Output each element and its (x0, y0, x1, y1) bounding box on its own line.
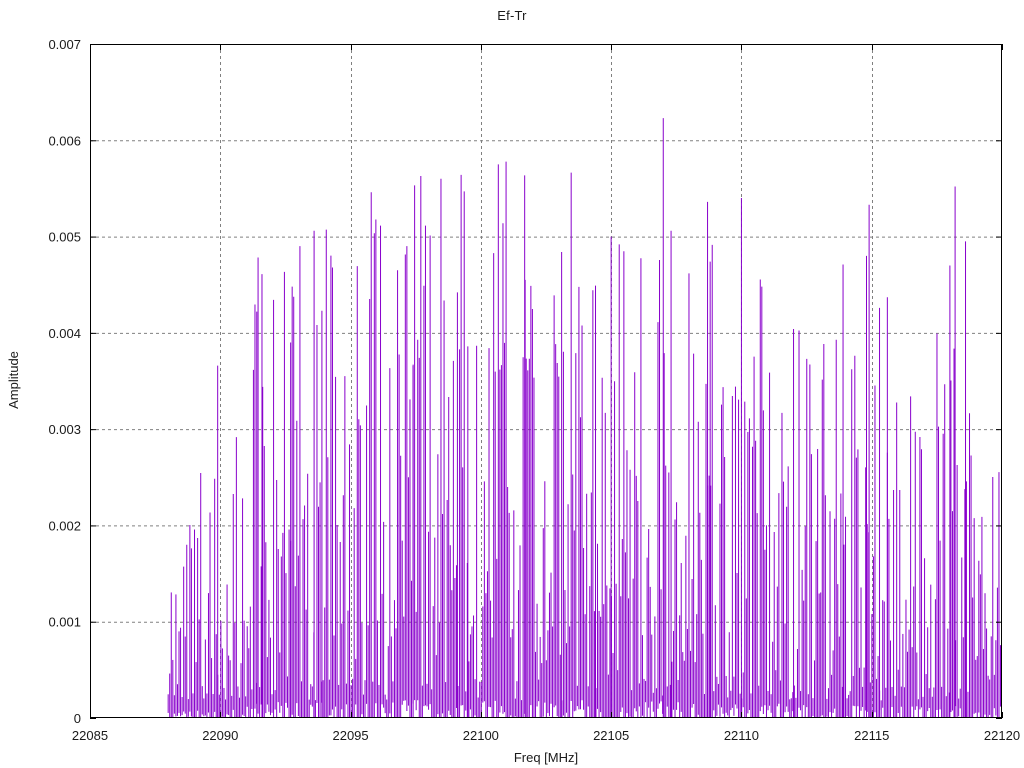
page-title: Ef-Tr (497, 8, 527, 23)
x-tick-label: 22105 (593, 728, 629, 743)
x-tick-label: 22120 (984, 728, 1020, 743)
y-tick-label: 0.001 (48, 615, 81, 630)
y-axis-tick-labels: 0 0.001 0.002 0.003 0.004 0.005 0.006 0.007 (48, 37, 81, 726)
y-tick-label: 0.002 (48, 518, 81, 533)
plot-border (90, 44, 1002, 718)
x-axis-label: Freq [MHz] (514, 750, 578, 765)
x-tick-label: 22095 (332, 728, 368, 743)
y-tick-label: 0.003 (48, 422, 81, 437)
x-axis-tick-labels: 22085 22090 22095 22100 22105 22110 22115 22120 (72, 728, 1020, 743)
y-tick-label: 0.006 (48, 133, 81, 148)
spectrum-data-series (167, 118, 1002, 718)
x-tick-label: 22100 (463, 728, 499, 743)
y-axis-label: Amplitude (6, 351, 21, 409)
x-tick-label: 22115 (854, 728, 889, 743)
y-tick-label: 0.004 (48, 326, 81, 341)
y-tick-label: 0.007 (48, 37, 81, 52)
y-tick-label: 0 (74, 711, 81, 726)
x-tick-label: 22085 (72, 728, 108, 743)
x-tick-label: 22110 (724, 728, 759, 743)
y-tick-label: 0.005 (48, 230, 81, 245)
x-tick-label: 22090 (202, 728, 238, 743)
horizontal-gridlines (90, 140, 1002, 623)
axis-tick-marks (90, 44, 1003, 719)
